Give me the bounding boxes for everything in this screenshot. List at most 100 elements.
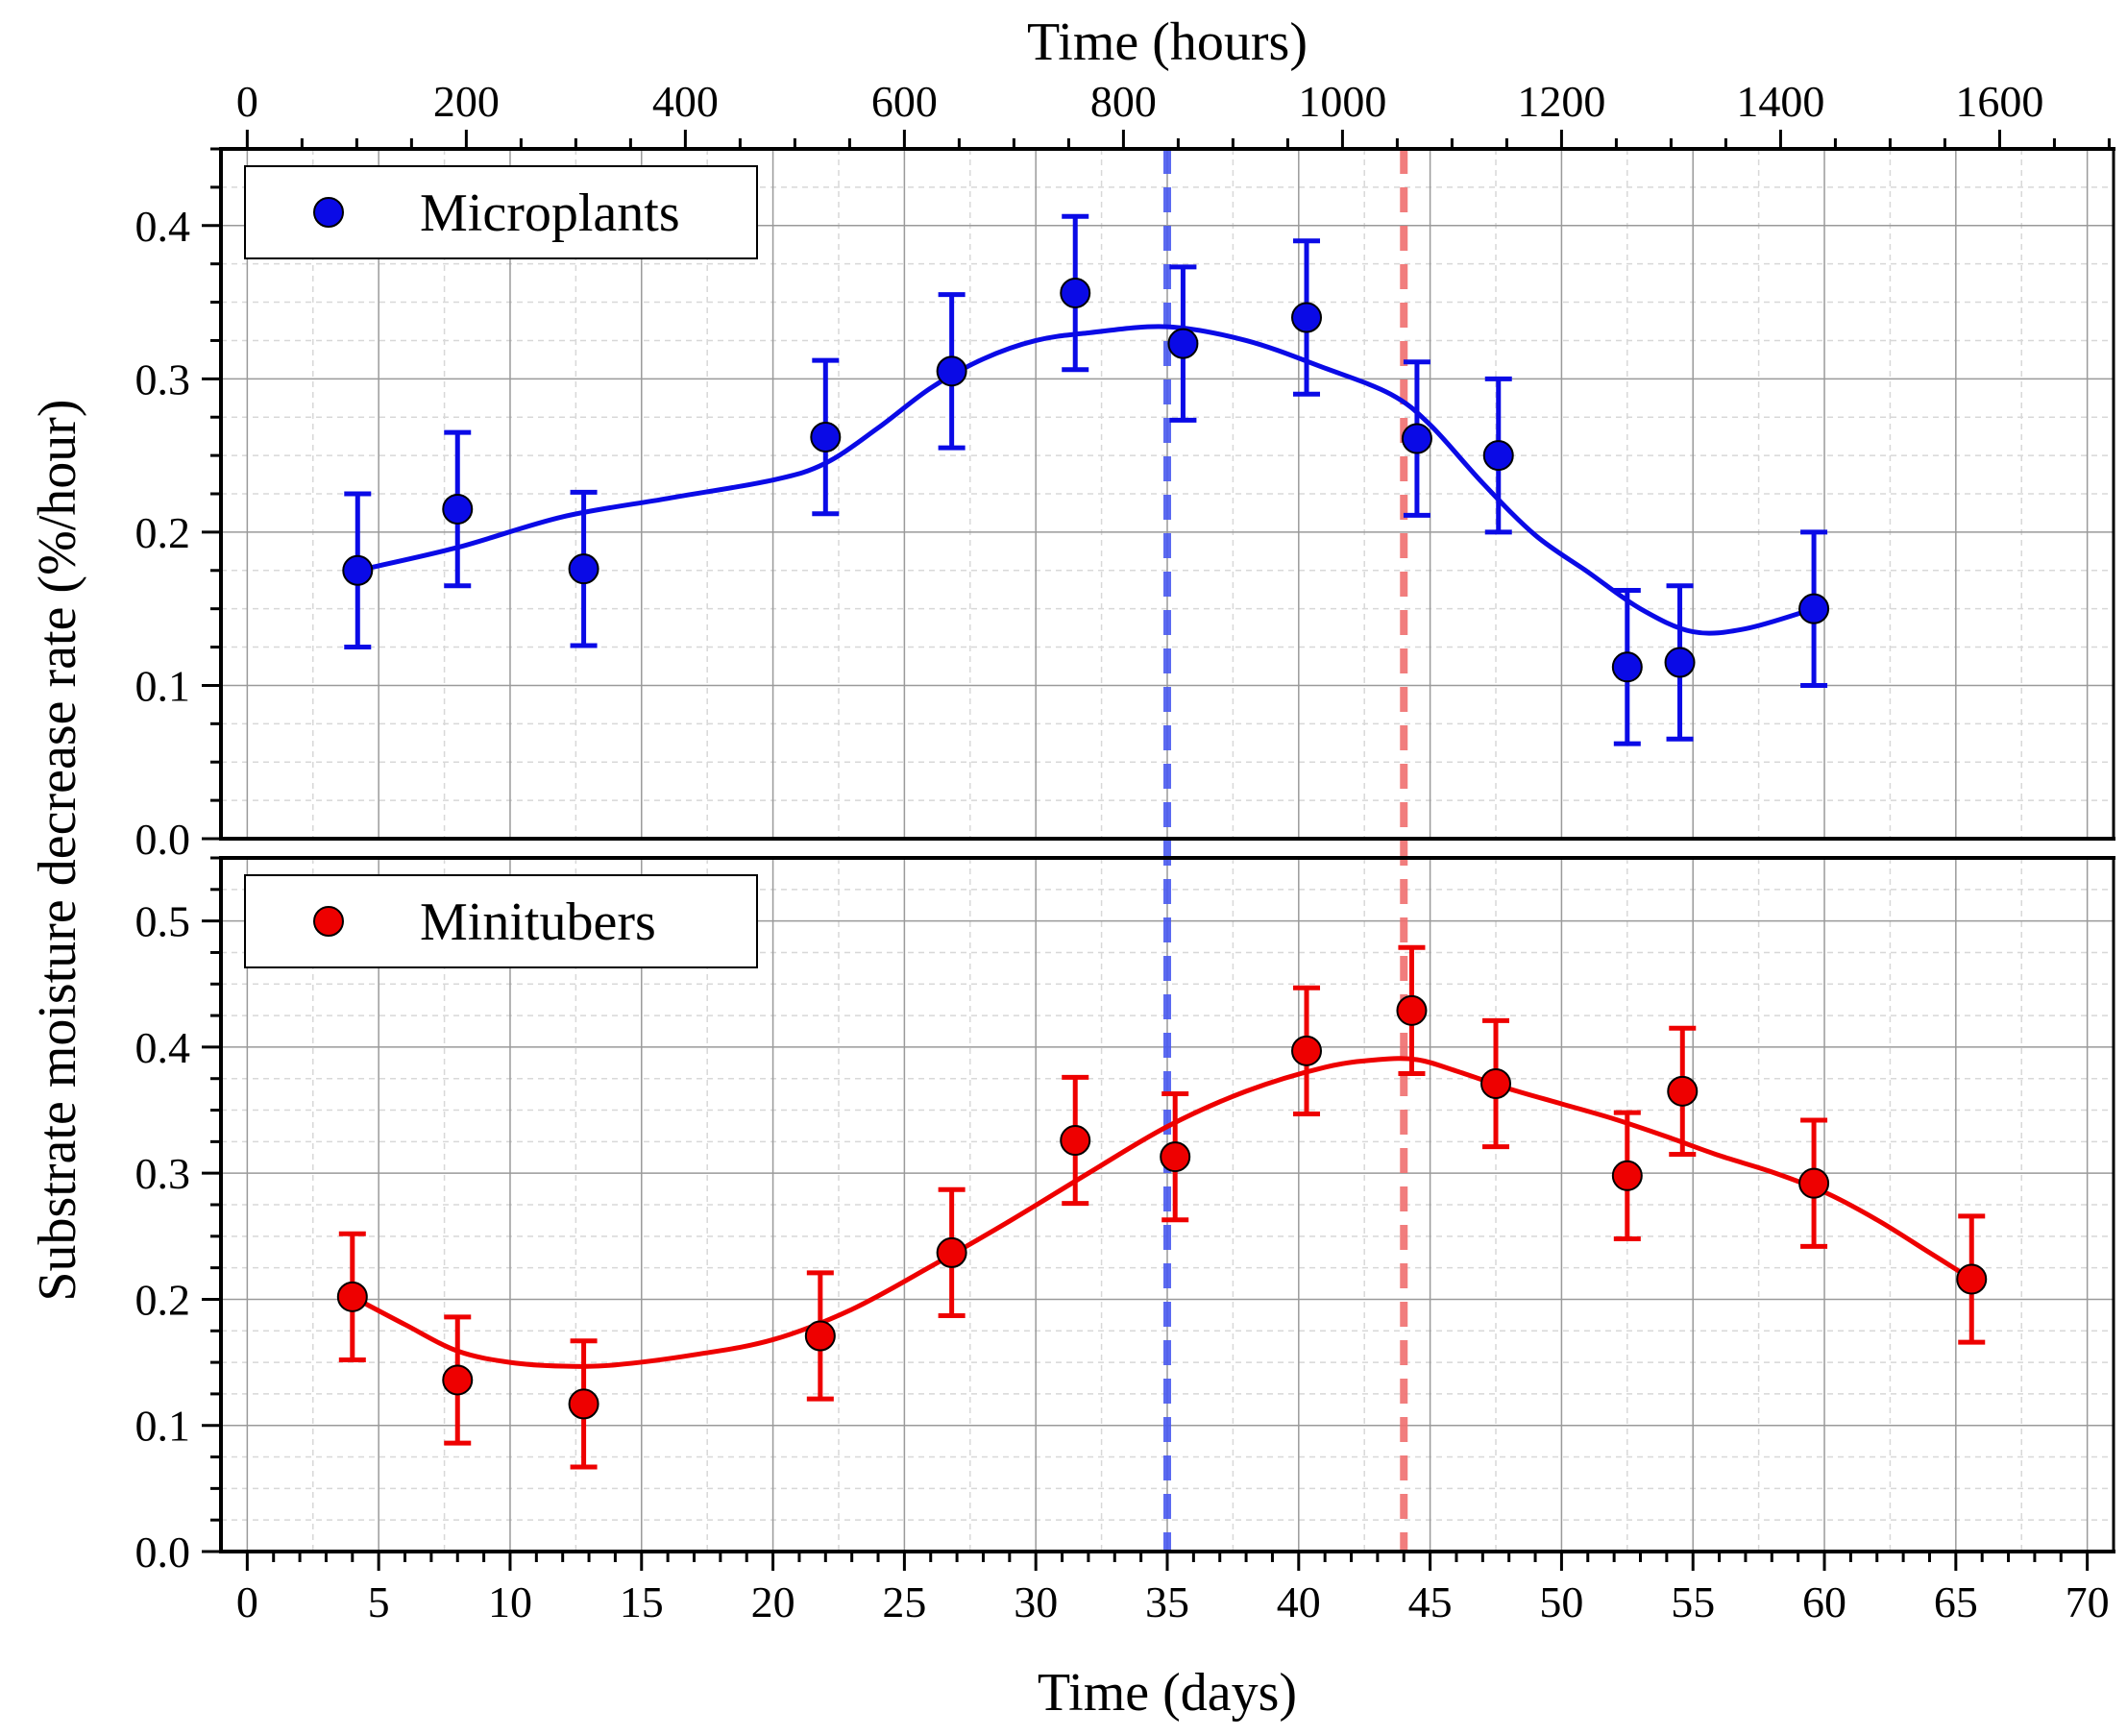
data-point-minitubers xyxy=(1160,1090,1191,1223)
y-tick-label: 0.2 xyxy=(135,1275,191,1324)
x-tick-label-hours: 800 xyxy=(1090,77,1157,126)
data-point-microplants xyxy=(810,357,842,517)
x-axis-title-hours: Time (hours) xyxy=(1027,12,1308,72)
data-point-microplants xyxy=(936,292,967,451)
data-point-minitubers xyxy=(442,1314,474,1446)
data-point-microplants xyxy=(342,491,374,650)
data-point-microplants xyxy=(1401,359,1432,518)
marker xyxy=(1667,1075,1699,1107)
marker xyxy=(804,1320,836,1352)
legend-label: Microplants xyxy=(420,183,680,243)
legend-microplants: Microplants xyxy=(244,165,758,259)
data-point-microplants xyxy=(1664,583,1696,742)
data-point-microplants xyxy=(568,489,599,648)
y-tick-label: 0.0 xyxy=(135,815,191,864)
marker xyxy=(336,1281,368,1312)
x-tick-label-days: 70 xyxy=(2066,1577,2110,1626)
data-point-microplants xyxy=(1291,238,1323,397)
x-tick-label-hours: 1200 xyxy=(1517,77,1605,126)
x-tick-label-hours: 1400 xyxy=(1736,77,1824,126)
x-tick-label-days: 5 xyxy=(368,1577,390,1626)
marker xyxy=(1060,1125,1091,1157)
marker xyxy=(1060,277,1091,308)
x-axis-title-days: Time (days) xyxy=(1038,1663,1297,1723)
marker xyxy=(1798,1167,1830,1199)
data-point-minitubers xyxy=(568,1338,599,1470)
data-point-minitubers xyxy=(1291,985,1323,1116)
data-point-minitubers xyxy=(1396,944,1428,1076)
y-tick-label: 0.5 xyxy=(135,897,191,946)
x-tick-label-days: 40 xyxy=(1277,1577,1321,1626)
legend-minitubers: Minitubers xyxy=(244,874,758,968)
x-tick-label-days: 10 xyxy=(488,1577,532,1626)
axes: 0.0 0.1 0.2 0.3 0.4 0.0 0.1 0.2 0.3 0.4 0.5 0 5 10 15 2… xyxy=(135,77,2115,1626)
data-point-minitubers xyxy=(1956,1213,1988,1345)
legend-marker xyxy=(313,197,344,228)
marker xyxy=(1611,1160,1643,1191)
marker xyxy=(1664,647,1696,678)
x-tick-label-days: 25 xyxy=(882,1577,926,1626)
x-tick-label-hours: 400 xyxy=(652,77,719,126)
marker xyxy=(1401,423,1432,454)
y-tick-label: 0.3 xyxy=(135,355,191,403)
marker xyxy=(442,1364,474,1396)
data-point-minitubers xyxy=(1667,1025,1699,1157)
fit-curve-minitubers xyxy=(351,1056,1973,1369)
data-point-microplants xyxy=(1167,264,1199,423)
data-point-minitubers xyxy=(1798,1117,1830,1249)
y-tick-label: 0.3 xyxy=(135,1149,191,1198)
marker xyxy=(810,421,842,452)
legends: Microplants Minitubers xyxy=(244,165,758,968)
marker xyxy=(442,493,474,525)
x-tick-label-days: 15 xyxy=(620,1577,664,1626)
marker xyxy=(568,1388,599,1420)
marker xyxy=(568,553,599,585)
data-point-microplants xyxy=(1611,588,1643,746)
marker xyxy=(1798,593,1830,624)
marker xyxy=(1167,328,1199,359)
y-tick-label: 0.0 xyxy=(135,1528,191,1577)
fit-curves xyxy=(351,324,1973,1369)
x-tick-label-days: 60 xyxy=(1802,1577,1846,1626)
marker xyxy=(1396,994,1428,1026)
data-point-minitubers xyxy=(804,1270,836,1402)
data-point-minitubers xyxy=(1480,1017,1512,1150)
x-tick-label-hours: 1000 xyxy=(1298,77,1386,126)
x-tick-label-hours: 600 xyxy=(871,77,938,126)
marker xyxy=(342,554,374,586)
reference-lines xyxy=(1163,149,1408,1552)
data-point-minitubers xyxy=(336,1231,368,1362)
marker xyxy=(1480,1067,1512,1099)
y-axis-title: Substrate moisture decrease rate (%/hour… xyxy=(28,399,87,1301)
x-tick-label-days: 45 xyxy=(1408,1577,1453,1626)
x-tick-label-days: 50 xyxy=(1539,1577,1583,1626)
data-point-microplants xyxy=(442,429,474,589)
data-point-microplants xyxy=(1798,529,1830,688)
y-tick-label: 0.1 xyxy=(135,1402,191,1451)
data-point-microplants xyxy=(1482,376,1514,535)
marker xyxy=(936,1236,967,1268)
data-point-minitubers xyxy=(1060,1074,1091,1207)
x-tick-label-days: 30 xyxy=(1014,1577,1058,1626)
x-tick-label-days: 65 xyxy=(1934,1577,1978,1626)
data-point-microplants xyxy=(1060,213,1091,373)
data-point-minitubers xyxy=(936,1186,967,1319)
marker xyxy=(1956,1263,1988,1295)
x-tick-label-hours: 1600 xyxy=(1955,77,2043,126)
y-tick-label: 0.4 xyxy=(135,1023,191,1072)
marker xyxy=(936,355,967,387)
y-tick-label: 0.2 xyxy=(135,508,191,557)
legend-marker xyxy=(313,906,344,937)
legend-label: Minitubers xyxy=(420,892,656,952)
data-points xyxy=(336,213,1988,1470)
marker xyxy=(1482,440,1514,472)
marker xyxy=(1160,1141,1191,1173)
data-point-minitubers xyxy=(1611,1110,1643,1241)
x-tick-label-days: 0 xyxy=(236,1577,258,1626)
fit-curve-microplants xyxy=(356,324,1815,636)
x-tick-label-hours: 200 xyxy=(433,77,500,126)
marker xyxy=(1611,651,1643,683)
marker xyxy=(1291,1035,1323,1066)
marker xyxy=(1291,302,1323,333)
